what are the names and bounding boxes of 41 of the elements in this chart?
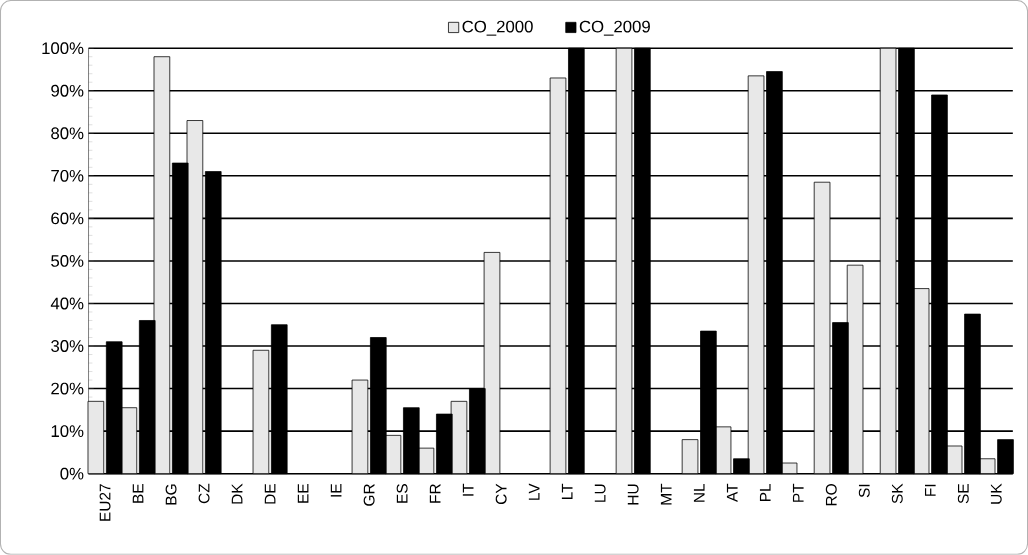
y-tick-label: 50%: [51, 255, 84, 267]
x-tick-label: PT: [792, 483, 804, 502]
x-tick-label: FI: [924, 484, 936, 496]
x-tick-label: DK: [231, 483, 243, 504]
y-tick-label: 90%: [51, 84, 84, 97]
x-tick-label: NL: [693, 483, 705, 502]
x-tick-label: EE: [297, 484, 309, 503]
x-tick-label: BG: [165, 484, 177, 505]
x-tick-label: SI: [858, 484, 870, 498]
x-tick-label: SK: [891, 483, 903, 504]
legend-label: CO_2000: [462, 20, 533, 36]
x-tick-label: EU27: [99, 484, 111, 521]
y-tick-label: 60%: [51, 212, 84, 225]
y-tick-label: 0%: [60, 467, 84, 480]
x-tick-label: CZ: [198, 483, 210, 504]
x-tick-label: HU: [627, 484, 639, 505]
x-tick-label: LV: [528, 483, 540, 500]
x-tick-label: RO: [825, 484, 837, 506]
x-tick-label: GR: [363, 484, 375, 506]
y-tick-label: 80%: [51, 127, 84, 140]
x-tick-label: LU: [594, 484, 606, 502]
y-tick-label: 20%: [51, 382, 84, 395]
x-tick-label: IE: [330, 484, 342, 497]
x-tick-label: FR: [429, 484, 441, 503]
x-tick-label: UK: [990, 483, 1002, 504]
y-tick-label: 10%: [51, 425, 84, 438]
x-tick-label: BE: [132, 484, 144, 503]
x-tick-label: AT: [726, 483, 738, 503]
x-tick-label: CY: [495, 483, 507, 505]
legend-label: CO_2009: [579, 20, 650, 36]
x-tick-label: IT: [462, 483, 474, 496]
y-tick-label: 70%: [51, 169, 84, 182]
x-tick-label: ES: [396, 484, 408, 503]
y-tick-label: 30%: [51, 340, 84, 353]
y-tick-label: 100%: [42, 42, 84, 55]
x-tick-label: MT: [660, 483, 672, 505]
y-tick-label: 40%: [50, 297, 84, 310]
x-tick-label: LT: [561, 483, 573, 500]
x-tick-label: DE: [264, 484, 276, 504]
x-tick-label: PL: [759, 483, 771, 502]
x-tick-label: SE: [957, 484, 969, 504]
